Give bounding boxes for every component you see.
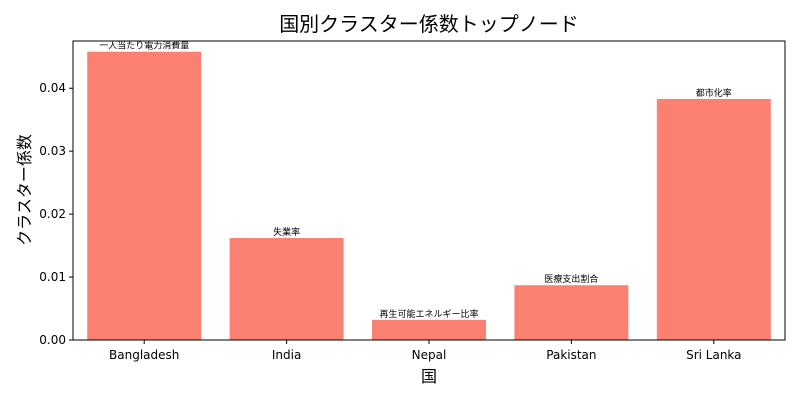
y-tick-label: 0.03 bbox=[39, 144, 66, 158]
bar-sri-lanka bbox=[656, 98, 771, 340]
x-tick-label: India bbox=[272, 348, 301, 362]
bar-pakistan bbox=[514, 285, 629, 340]
bar-data-label: 医療支出割合 bbox=[544, 273, 598, 285]
y-tick-label: 0.02 bbox=[39, 207, 66, 221]
x-tick-label: Pakistan bbox=[546, 348, 596, 362]
x-axis-ticks: Bangladesh India Nepal Pakistan Sri Lanka bbox=[109, 340, 742, 362]
x-axis-label: 国 bbox=[421, 367, 437, 386]
y-tick-label: 0.00 bbox=[39, 333, 66, 347]
bar-bangladesh bbox=[87, 51, 202, 341]
bar-data-label: 再生可能エネルギー比率 bbox=[379, 308, 478, 320]
y-axis-label: クラスター係数 bbox=[15, 134, 34, 246]
bar-nepal bbox=[372, 319, 486, 340]
bar-data-label: 失業率 bbox=[273, 226, 300, 238]
bar-data-label: 一人当たり電力消費量 bbox=[99, 40, 189, 52]
x-tick-label: Nepal bbox=[412, 348, 447, 362]
x-tick-label: Bangladesh bbox=[109, 348, 179, 362]
bar-india bbox=[229, 238, 344, 340]
y-tick-label: 0.01 bbox=[39, 270, 66, 284]
chart-title: 国別クラスター係数トップノード bbox=[279, 12, 579, 36]
y-axis-ticks: 0.00 0.01 0.02 0.03 0.04 bbox=[39, 81, 73, 347]
x-tick-label: Sri Lanka bbox=[686, 348, 741, 362]
plot-frame bbox=[72, 40, 786, 341]
bar-data-label: 都市化率 bbox=[696, 87, 732, 99]
y-tick-label: 0.04 bbox=[39, 81, 66, 95]
